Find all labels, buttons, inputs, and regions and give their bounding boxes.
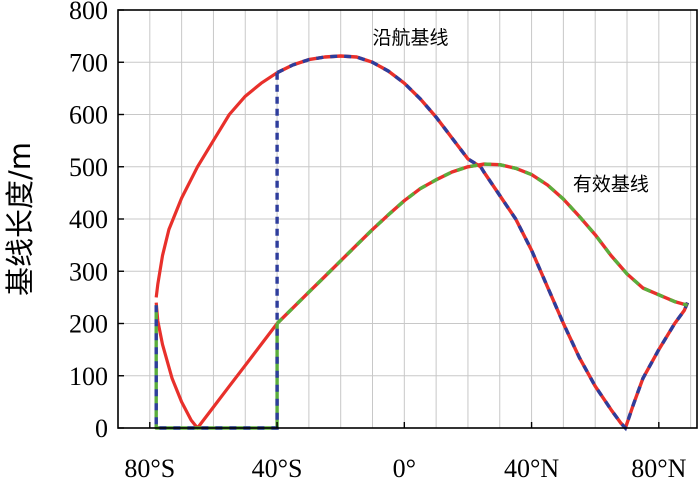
series-along-track-dash [276, 54, 690, 432]
y-tick-label: 600 [69, 101, 108, 130]
annotation-effective-baseline: 有效基线 [573, 173, 649, 195]
series-effective [275, 162, 688, 325]
labels: 基线长度/m 沿航基线 有效基线 [3, 27, 649, 296]
x-tick-label: 0° [393, 454, 416, 483]
x-tick-label: 80°S [124, 454, 175, 483]
y-tick-label: 100 [69, 362, 108, 391]
y-axis-label: 基线长度/m [3, 142, 37, 296]
ticks: 0 100 200 300 400 500 600 700 800 80°S 40°S 0° 40°N 8… [69, 0, 687, 483]
y-tick-label: 300 [69, 257, 108, 286]
x-tick-label: 40°S [252, 454, 303, 483]
series-layer [154, 54, 690, 432]
y-tick-label: 500 [69, 153, 108, 182]
x-tick-label: 80°N [631, 454, 686, 483]
series-along-track [276, 54, 690, 430]
series-red-lower [154, 302, 279, 430]
annotation-along-track-baseline: 沿航基线 [373, 27, 449, 49]
series-along-track-solid [154, 71, 278, 298]
y-tick-label: 800 [69, 0, 108, 25]
y-tick-label: 400 [69, 205, 108, 234]
x-tick-label: 40°N [504, 454, 559, 483]
y-tick-label: 200 [69, 310, 108, 339]
y-tick-label: 0 [95, 414, 108, 443]
y-tick-label: 700 [69, 48, 108, 77]
grid [118, 9, 697, 429]
